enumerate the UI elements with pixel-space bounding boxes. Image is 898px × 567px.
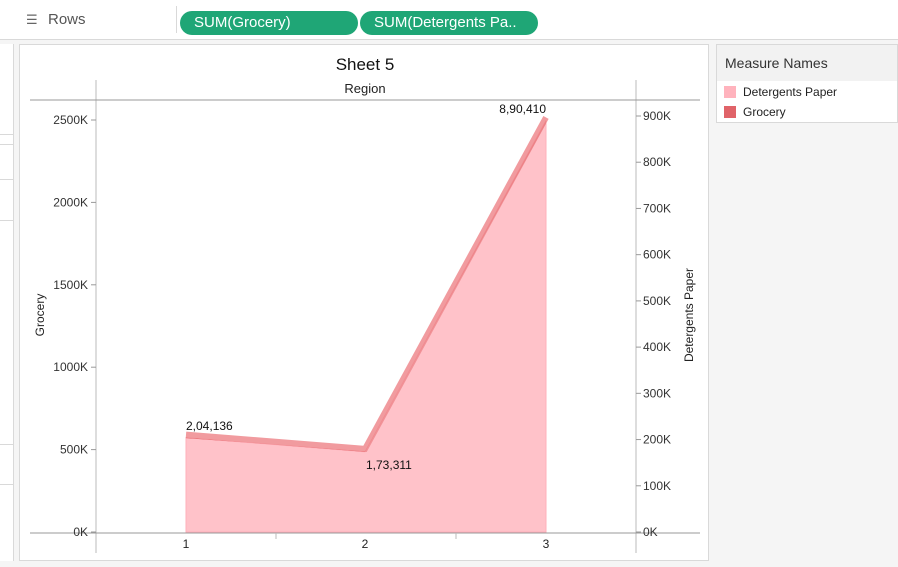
pill-sum-detergents-paper[interactable]: SUM(Detergents Pa.. [360, 11, 538, 35]
rows-shelf: ☰ Rows SUM(Grocery) SUM(Detergents Pa.. [0, 0, 898, 40]
pill-sum-grocery[interactable]: SUM(Grocery) [180, 11, 358, 35]
left-tick-label-4: 2000K [53, 195, 88, 209]
right-tick-label-9: 900K [643, 109, 671, 123]
x-tick-label-0: 1 [183, 537, 190, 551]
right-axis-title: Detergents Paper [682, 268, 696, 362]
right-tick-label-0: 0K [643, 525, 658, 539]
data-label-2: 8,90,410 [499, 102, 546, 116]
right-tick-label-1: 100K [643, 479, 671, 493]
legend-label-grocery: Grocery [743, 105, 786, 119]
left-tick-label-3: 1500K [53, 278, 88, 292]
right-tick-label-8: 800K [643, 155, 671, 169]
right-tick-label-6: 600K [643, 248, 671, 262]
chart-sheet: Sheet 5 Region 0K 500K 1000K 1500K 2000K 2500K 0… [19, 44, 709, 561]
right-tick-label-7: 700K [643, 201, 671, 215]
grocery-edge-strip [185, 115, 549, 453]
x-tick-label-2: 3 [543, 537, 550, 551]
left-tick-label-1: 500K [60, 443, 88, 457]
data-label-0: 2,04,136 [186, 419, 233, 433]
rows-list-icon: ☰ [26, 11, 38, 27]
area-chart-svg: Sheet 5Region0K500K1000K1500K2000K2500K0… [30, 55, 700, 553]
legend-swatch-detergents-paper [724, 86, 736, 98]
left-tick-label-5: 2500K [53, 113, 88, 127]
right-tick-label-3: 300K [643, 386, 671, 400]
left-panel-edge [0, 44, 14, 561]
rows-shelf-label: ☰ Rows [0, 6, 177, 33]
left-tick-label-2: 1000K [53, 360, 88, 374]
legend-item-grocery[interactable]: Grocery [724, 105, 786, 119]
right-tick-label-2: 200K [643, 433, 671, 447]
right-tick-label-5: 500K [643, 294, 671, 308]
legend-label-detergents-paper: Detergents Paper [743, 85, 838, 99]
legend-panel: Measure Names Detergents Paper Grocery [716, 44, 898, 123]
chart-title: Sheet 5 [336, 55, 395, 74]
x-tick-label-1: 2 [362, 537, 369, 551]
legend-title: Measure Names [717, 45, 897, 81]
legend-swatch-grocery [724, 106, 736, 118]
rows-label-text: Rows [48, 11, 86, 28]
left-tick-label-0: 0K [73, 525, 88, 539]
data-label-1: 1,73,311 [366, 458, 412, 472]
left-axis-title: Grocery [33, 294, 47, 337]
right-tick-label-4: 400K [643, 340, 671, 354]
column-header-region: Region [344, 81, 385, 96]
legend-item-detergents-paper[interactable]: Detergents Paper [724, 85, 837, 99]
